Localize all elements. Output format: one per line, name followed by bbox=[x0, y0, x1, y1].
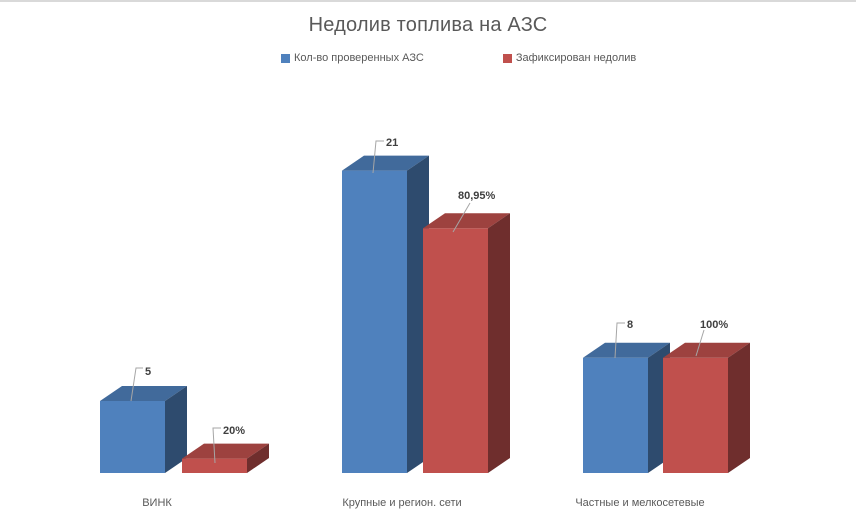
data-label-s0-g2: 8 bbox=[627, 319, 633, 331]
bar-s0-g1-front bbox=[342, 170, 407, 473]
bar-s0-g1-top bbox=[342, 155, 429, 171]
bar-s0-g0-front bbox=[100, 401, 165, 473]
leader-line-s0-g0 bbox=[130, 367, 143, 402]
leader-line-s0-g2 bbox=[614, 322, 625, 359]
bar-s0-g0-side bbox=[165, 386, 187, 473]
legend-item-checked-azs: Кол-во проверенных АЗС bbox=[281, 52, 424, 64]
leader-line-s1-g0 bbox=[212, 427, 221, 464]
leader-line-s1-g2 bbox=[695, 329, 705, 357]
data-label-s1-g2: 100% bbox=[700, 319, 728, 331]
bar-s1-g2-side bbox=[728, 342, 750, 473]
category-label-krupnye: Крупные и регион. сети bbox=[342, 497, 462, 509]
data-label-s0-g0: 5 bbox=[145, 366, 151, 378]
bar-s1-g1-side bbox=[488, 213, 510, 473]
legend: Кол-во проверенных АЗС Зафиксирован недо… bbox=[281, 52, 636, 64]
legend-swatch-blue-icon bbox=[281, 53, 290, 63]
legend-label-underfill: Зафиксирован недолив bbox=[515, 52, 637, 64]
legend-item-underfill: Зафиксирован недолив bbox=[502, 52, 637, 64]
leader-line-s0-g1 bbox=[372, 140, 384, 174]
data-label-s1-g1: 80,95% bbox=[458, 190, 496, 202]
category-label-vink: ВИНК bbox=[142, 497, 172, 509]
bar-s1-g1-front bbox=[423, 228, 488, 473]
bar-s1-g0-front bbox=[182, 458, 247, 473]
bar-s0-g2-front bbox=[583, 357, 648, 473]
data-label-s1-g0: 20% bbox=[223, 425, 245, 437]
category-label-chastnye: Частные и мелкосетевые bbox=[575, 497, 705, 509]
bar-s1-g1-top bbox=[423, 213, 510, 229]
leader-line-s1-g1 bbox=[452, 202, 471, 233]
chart-title: Недолив топлива на АЗС bbox=[308, 14, 548, 36]
bar-s1-g2-top bbox=[663, 342, 750, 358]
bar-s0-g0-top bbox=[100, 386, 187, 401]
legend-swatch-red-icon bbox=[502, 53, 512, 63]
data-label-s0-g1: 21 bbox=[386, 137, 398, 149]
bar-s1-g2-front bbox=[663, 357, 728, 473]
bar-s1-g0-top bbox=[182, 443, 269, 459]
bar-s1-g0-side bbox=[247, 443, 269, 473]
legend-label-checked-azs: Кол-во проверенных АЗС bbox=[294, 52, 424, 64]
bar-s0-g2-top bbox=[583, 342, 670, 358]
